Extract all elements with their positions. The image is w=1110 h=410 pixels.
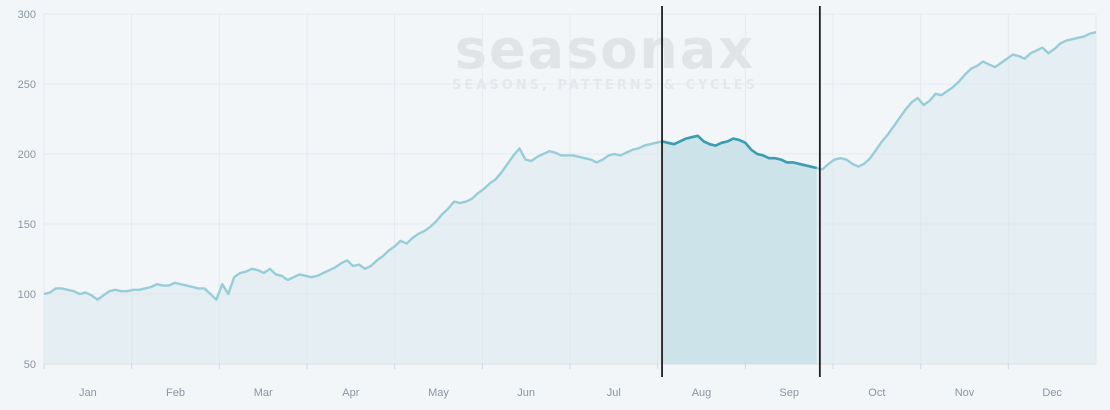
watermark-brand: seasonax <box>455 18 755 81</box>
watermark-tagline: SEASONS, PATTERNS & CYCLES <box>452 78 758 93</box>
area-fills <box>44 32 1096 364</box>
y-tick-label: 50 <box>24 359 36 371</box>
y-tick-label: 200 <box>18 149 36 161</box>
x-tick-label: Apr <box>342 387 359 399</box>
y-axis-ticks: 50 100 150 200 250 300 <box>18 9 36 371</box>
highlight-series-line <box>661 134 817 170</box>
watermark: seasonax SEASONS, PATTERNS & CYCLES <box>452 18 758 93</box>
x-tick-label: Jan <box>79 387 97 399</box>
x-tick-label: Mar <box>254 387 273 399</box>
area-fill <box>44 32 1096 364</box>
y-tick-label: 150 <box>18 219 36 231</box>
y-tick-label: 100 <box>18 289 36 301</box>
x-tick-label: Feb <box>166 387 185 399</box>
highlight-area-fill <box>662 135 817 364</box>
highlight-markers <box>661 6 821 377</box>
series-line <box>43 31 1097 301</box>
series-lines <box>43 31 1097 301</box>
x-tick-label: Nov <box>955 387 975 399</box>
x-tick-label: Oct <box>868 387 885 399</box>
x-tick-label: Sep <box>779 387 799 399</box>
x-tick-label: Dec <box>1042 387 1062 399</box>
x-tick-label: Aug <box>692 387 712 399</box>
x-axis-ticks: Jan Feb Mar Apr May Jun Jul Aug Sep Oct Nov Dec <box>43 364 1062 399</box>
x-tick-label: Jul <box>607 387 621 399</box>
x-tick-label: Jun <box>517 387 535 399</box>
y-tick-label: 300 <box>18 9 36 21</box>
y-tick-label: 250 <box>18 79 36 91</box>
x-tick-label: May <box>428 387 449 399</box>
